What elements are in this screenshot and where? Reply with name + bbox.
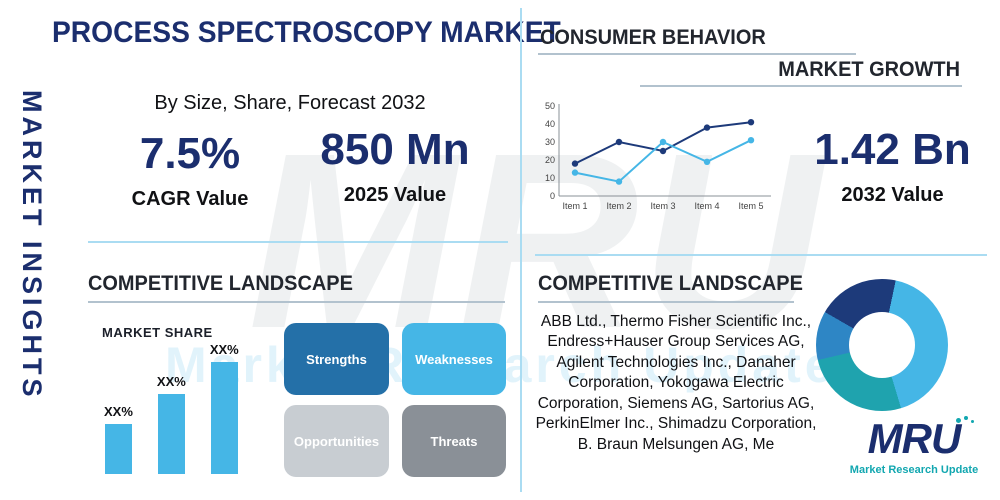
svg-text:20: 20 bbox=[545, 155, 555, 165]
right-horizontal-divider bbox=[535, 254, 987, 256]
page-title: PROCESS SPECTROSCOPY MARKET bbox=[52, 16, 561, 49]
bar-column: XX% bbox=[157, 374, 186, 474]
bar-value-label: XX% bbox=[104, 404, 133, 419]
section-heading-competitive-landscape-right: COMPETITIVE LANDSCAPE bbox=[538, 272, 803, 295]
stat-2025-value: 850 Mn 2025 Value bbox=[305, 125, 485, 207]
companies-list: ABB Ltd., Thermo Fisher Scientific Inc.,… bbox=[535, 313, 817, 453]
mru-logo-tagline: Market Research Update bbox=[849, 464, 979, 476]
svg-text:Item 3: Item 3 bbox=[650, 201, 675, 211]
bar-value-label: XX% bbox=[156, 374, 186, 389]
value-2025-label: 2025 Value bbox=[343, 184, 447, 207]
section-heading-market-growth: MARKET GROWTH bbox=[778, 58, 960, 81]
cagr-value: 7.5% bbox=[139, 129, 241, 178]
stat-cagr: 7.5% CAGR Value bbox=[100, 129, 280, 211]
bar bbox=[157, 394, 185, 474]
svg-text:Item 2: Item 2 bbox=[606, 201, 631, 211]
line-chart: 0 10 20 30 40 50 Item 1 Item 2 Item 3 Item 4 Item … bbox=[545, 101, 771, 211]
bar-chart: XX% XX% XX% bbox=[104, 334, 239, 474]
bar-value-label: XX% bbox=[209, 342, 239, 357]
bar-column: XX% bbox=[104, 404, 133, 474]
mru-logo-dots-icon bbox=[956, 416, 974, 423]
competitive-landscape-right-underline bbox=[538, 301, 794, 303]
section-heading-competitive-landscape-left: COMPETITIVE LANDSCAPE bbox=[88, 272, 353, 295]
mru-logo: MRU Market Research Update bbox=[838, 415, 990, 476]
value-2032: 1.42 Bn bbox=[814, 125, 971, 174]
value-2025: 850 Mn bbox=[320, 125, 470, 174]
swot-grid: Strengths Weaknesses Opportunities Threats bbox=[284, 323, 506, 477]
svg-text:10: 10 bbox=[545, 173, 555, 183]
bar bbox=[210, 362, 238, 474]
swot-weaknesses-box: Weaknesses bbox=[402, 323, 506, 395]
vertical-divider bbox=[520, 8, 522, 492]
swot-strengths-box: Strengths bbox=[284, 323, 389, 395]
value-2032-label: 2032 Value bbox=[841, 184, 944, 207]
consumer-behavior-underline bbox=[538, 53, 856, 55]
competitive-landscape-left-underline bbox=[88, 301, 505, 303]
donut-chart bbox=[816, 279, 948, 411]
svg-text:30: 30 bbox=[545, 137, 555, 147]
mru-logo-text: MRU bbox=[867, 415, 962, 462]
svg-text:Item 4: Item 4 bbox=[694, 201, 719, 211]
donut-hole bbox=[849, 312, 915, 378]
cagr-label: CAGR Value bbox=[131, 188, 249, 211]
subtitle: By Size, Share, Forecast 2032 bbox=[154, 92, 426, 114]
svg-text:Item 1: Item 1 bbox=[562, 201, 587, 211]
market-share-label: MARKET SHARE bbox=[102, 325, 213, 340]
bar bbox=[104, 424, 132, 474]
section-heading-consumer-behavior: CONSUMER BEHAVIOR bbox=[540, 26, 766, 49]
left-horizontal-divider bbox=[88, 241, 508, 243]
svg-text:0: 0 bbox=[550, 191, 555, 201]
svg-text:40: 40 bbox=[545, 119, 555, 129]
bar-column: XX% bbox=[210, 342, 239, 474]
market-growth-underline bbox=[640, 85, 962, 87]
market-insights-vertical-label: MARKET INSIGHTS bbox=[17, 90, 47, 401]
svg-text:50: 50 bbox=[545, 101, 555, 111]
stat-2032-value: 1.42 Bn 2032 Value bbox=[800, 125, 985, 207]
swot-threats-box: Threats bbox=[402, 405, 506, 477]
swot-opportunities-box: Opportunities bbox=[284, 405, 389, 477]
svg-text:Item 5: Item 5 bbox=[738, 201, 763, 211]
